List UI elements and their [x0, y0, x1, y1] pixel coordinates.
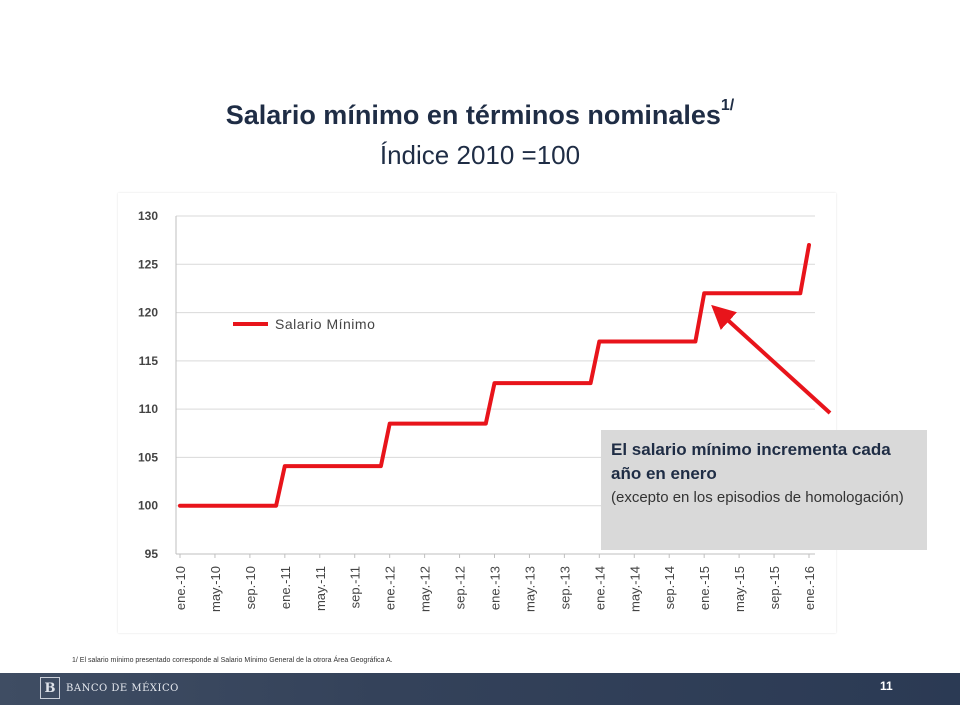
x-tick-label: ene.-16	[802, 566, 817, 610]
x-tick-label: sep.-14	[662, 566, 677, 609]
y-tick-label: 115	[139, 354, 159, 368]
x-tick-label: may.-11	[313, 566, 328, 611]
annotation-arrow	[711, 304, 832, 415]
line-chart: 95 100 105 110 115 120 125 130 ene.-10 may.-10 sep…	[138, 209, 832, 612]
page-number: 11	[880, 679, 893, 693]
x-tick-label: ene.-14	[592, 566, 607, 610]
y-tick-label: 100	[138, 499, 158, 513]
x-tick-label: ene.-13	[488, 566, 503, 610]
x-tick-label: sep.-13	[557, 566, 572, 609]
x-tick-label: may.-10	[208, 566, 223, 612]
x-tick-label: may.-12	[418, 566, 433, 612]
y-tick-label: 130	[138, 209, 158, 223]
y-tick-label: 105	[138, 450, 158, 464]
footnote: 1/ El salario mínimo presentado correspo…	[72, 657, 393, 664]
x-tick-label: may.-13	[522, 566, 537, 612]
x-tick-label: ene.-11	[278, 566, 293, 609]
title-superscript: 1/	[720, 97, 735, 114]
y-tick-label: 95	[145, 547, 159, 561]
x-tick-label: sep.-10	[243, 566, 258, 609]
callout-sub-text: (excepto en los episodios de homologació…	[611, 489, 904, 506]
x-tick-label: ene.-10	[173, 566, 188, 610]
x-tick-label: may.-15	[732, 566, 747, 612]
x-tick-label: sep.-12	[453, 566, 468, 609]
y-tick-label: 110	[139, 402, 159, 416]
callout-main-text: El salario mínimo incrementa cada año en…	[611, 440, 891, 483]
bank-logo-text: BANCO DE MÉXICO	[66, 682, 179, 694]
bank-logo-icon: B	[40, 677, 60, 699]
x-tick-label: may.-14	[627, 566, 642, 612]
y-tick-label: 125	[138, 257, 158, 271]
legend-label: Salario Mínimo	[275, 316, 375, 332]
chart-subtitle: Índice 2010 =100	[379, 140, 581, 170]
chart-title: Salario mínimo en términos nominales1/	[225, 97, 735, 130]
x-tick-label: ene.-12	[383, 566, 398, 610]
x-tick-label: ene.-15	[697, 566, 712, 610]
y-tick-label: 120	[138, 306, 158, 320]
x-tick-label: sep.-11	[348, 566, 363, 608]
callout-box: El salario mínimo incrementa cada año en…	[601, 430, 927, 550]
series-line-salario-minimo	[178, 243, 811, 508]
x-tick-label: sep.-15	[767, 566, 782, 609]
footer-bar: B BANCO DE MÉXICO 11	[0, 673, 960, 705]
bank-logo: B BANCO DE MÉXICO	[40, 677, 179, 699]
chart-area: 95 100 105 110 115 120 125 130 ene.-10 may.-10 sep…	[118, 193, 836, 633]
